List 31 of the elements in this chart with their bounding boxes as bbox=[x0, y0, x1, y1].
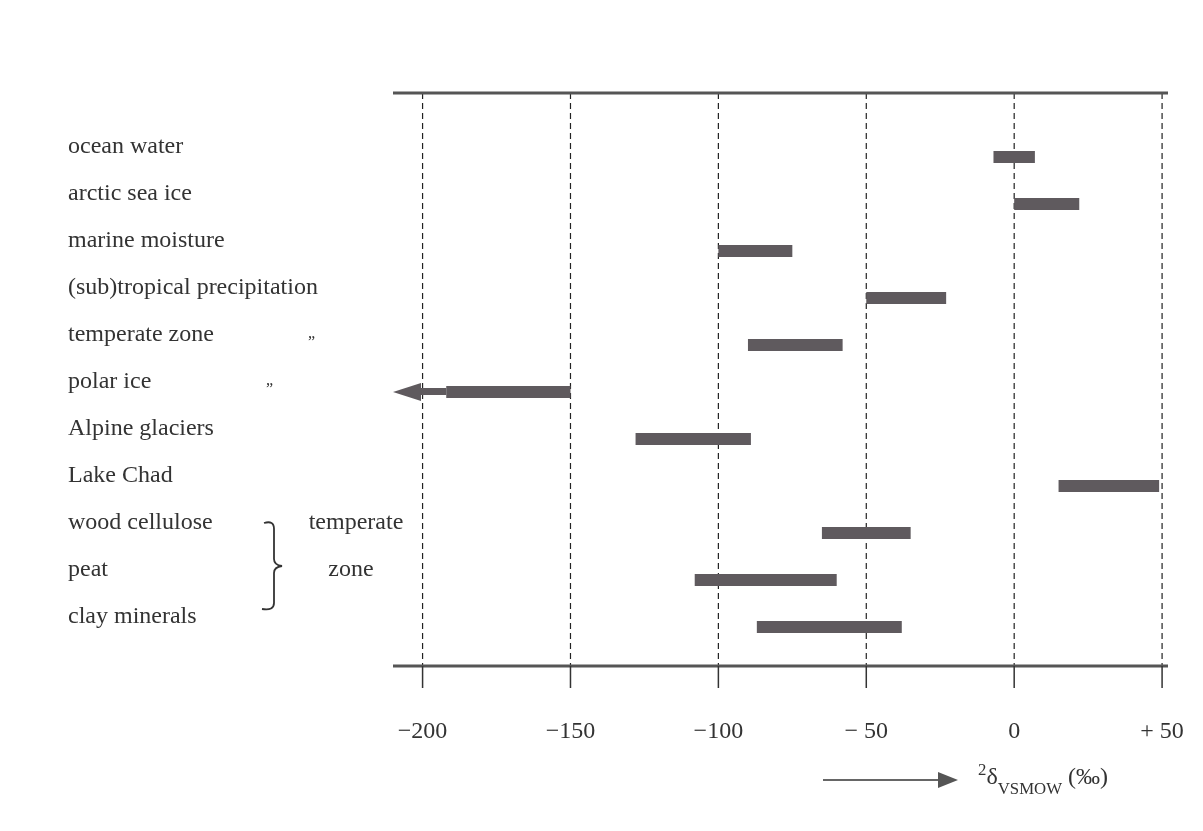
y-tick-label: Alpine glaciers bbox=[68, 414, 214, 440]
y-tick-label: peat bbox=[68, 555, 109, 581]
x-tick-label: − 50 bbox=[844, 717, 889, 743]
bar bbox=[866, 292, 947, 304]
bar bbox=[1058, 480, 1160, 492]
bar bbox=[993, 151, 1035, 163]
annotation: temperate zone bbox=[308, 508, 404, 581]
bar bbox=[747, 339, 843, 351]
x-tick-label: −100 bbox=[693, 717, 744, 743]
y-tick-label: clay minerals bbox=[68, 602, 197, 628]
bar bbox=[635, 433, 751, 445]
y-tick-label: temperate zone bbox=[68, 320, 214, 346]
x-tick-label: + 50 bbox=[1140, 717, 1184, 743]
bar bbox=[718, 245, 793, 257]
bar bbox=[1014, 198, 1080, 210]
bar bbox=[694, 574, 837, 586]
x-axis-title: $^{2}$δ$_{VSMOW}$ (‰) bbox=[978, 759, 1109, 798]
x-tick-label: −200 bbox=[397, 717, 448, 743]
bar bbox=[756, 621, 902, 633]
y-tick-label: marine moisture bbox=[68, 226, 225, 252]
y-tick-label: polar ice bbox=[68, 367, 152, 393]
bar bbox=[821, 527, 911, 539]
y-tick-label: ocean water bbox=[68, 132, 184, 158]
x-tick-label: 0 bbox=[1008, 717, 1021, 743]
y-tick-label: Lake Chad bbox=[68, 461, 173, 487]
y-tick-label: arctic sea ice bbox=[68, 179, 192, 205]
text: ” bbox=[266, 380, 274, 397]
text: ” bbox=[308, 333, 316, 350]
y-tick-label: wood cellulose bbox=[68, 508, 213, 534]
y-tick-label: (sub)tropical precipitation bbox=[68, 273, 318, 299]
x-tick-label: −150 bbox=[545, 717, 596, 743]
